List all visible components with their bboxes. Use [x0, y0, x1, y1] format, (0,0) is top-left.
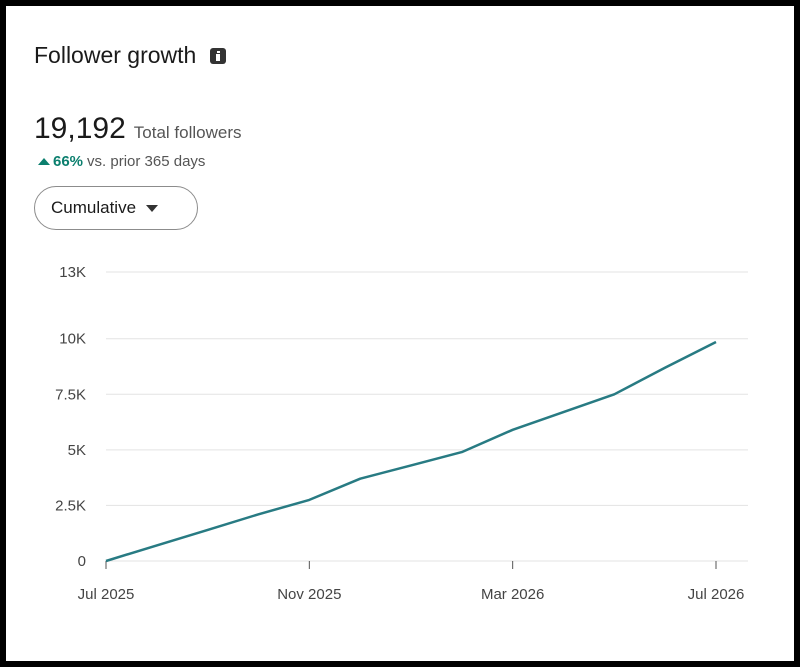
x-tick-label: Jul 2026 [688, 586, 745, 603]
triangle-up-icon [38, 158, 50, 165]
x-tick-label: Jul 2025 [78, 586, 135, 603]
card-title: Follower growth [34, 42, 197, 68]
change-label: vs. prior 365 days [87, 153, 206, 170]
cumulative-dropdown[interactable]: Cumulative [34, 186, 198, 230]
y-tick-label: 10K [59, 331, 86, 348]
y-tick-label: 7.5K [55, 386, 86, 403]
title-row: Follower growth [34, 42, 227, 69]
y-tick-label: 2.5K [55, 497, 86, 514]
dropdown-value: Cumulative [51, 198, 137, 217]
caret-down-icon [146, 204, 159, 212]
total-followers-value: 19,192 [34, 112, 126, 145]
series-line [105, 340, 717, 563]
y-tick-label: 13K [59, 264, 86, 281]
x-tick-label: Mar 2026 [481, 586, 544, 603]
x-tick-label: Nov 2025 [277, 586, 341, 603]
total-row: 19,192 Total followers [34, 112, 241, 146]
y-tick-label: 0 [78, 553, 86, 570]
y-tick-label: 5K [68, 442, 86, 459]
change-percent: 66% [53, 153, 84, 170]
change-row: 66% vs. prior 365 days [38, 153, 205, 170]
total-followers-label: Total followers [133, 123, 242, 142]
info-icon[interactable] [210, 47, 227, 64]
